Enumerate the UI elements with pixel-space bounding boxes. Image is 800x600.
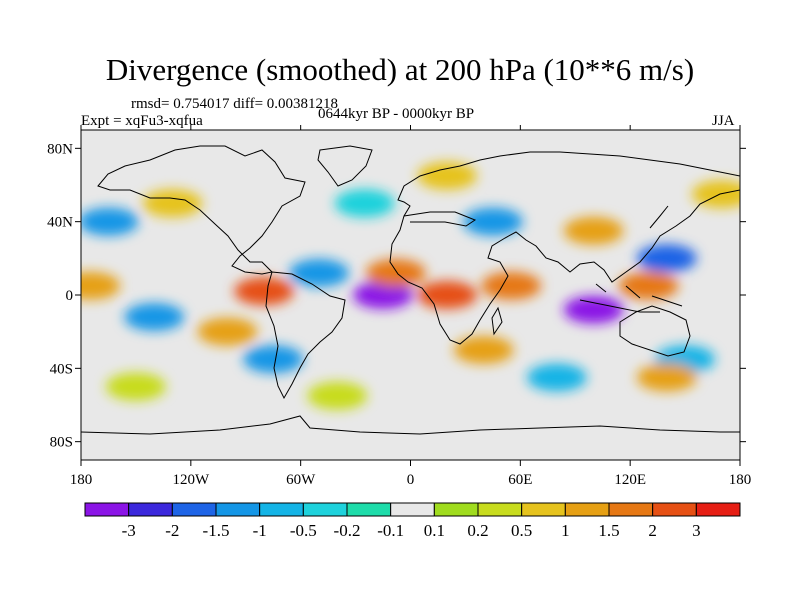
anomaly-feature-11 [234,277,295,306]
colorbar-label-1: -2 [165,521,179,540]
colorbar-swatch-7 [390,502,435,517]
colorbar-label-8: 0.2 [467,521,488,540]
lat-tick-label-4: 80S [50,435,73,451]
colorbar-swatch-11 [564,502,610,517]
colorbar-swatch-9 [477,502,523,517]
coastline-australia [619,305,691,357]
anomaly-feature-21 [563,216,624,245]
map-axes: 80N 40N 0 40S 80S 180 120W 60W 0 60E 120E 180 [47,125,751,488]
coastline-antarctica [81,415,740,435]
anomaly-feature-20 [142,189,203,218]
anomaly-feature-10 [334,189,395,218]
anomaly-feature-24 [105,372,166,401]
plot-title: Divergence (smoothed) at 200 hPa (10**6 … [105,52,695,87]
anomaly-feature-0 [353,281,413,309]
period-label: 0644kyr BP - 0000kyr BP [318,106,475,122]
colorbar-label-2: -1.5 [203,521,230,540]
anomaly-feature-9 [526,363,587,392]
coastline-japan [649,205,669,229]
lat-tick-label-2: 0 [66,288,74,304]
anomaly-feature-23 [307,381,368,410]
colorbar: -3 -2 -1.5 -1 -0.5 -0.2 -0.1 0.1 0.2 0.5 1 1.5 2 3 [84,502,741,540]
colorbar-swatch-2 [171,502,217,517]
coastline-eurasia-africa [389,151,740,345]
colorbar-label-3: -1 [253,521,267,540]
colorbar-swatch-0 [84,502,130,517]
lat-tick-label-3: 40S [50,361,73,377]
colorbar-label-6: -0.1 [377,521,404,540]
colorbar-label-0: -3 [122,521,136,540]
colorbar-swatch-1 [128,502,173,517]
anomaly-feature-13 [365,259,426,287]
colorbar-label-7: 0.1 [424,521,445,540]
lon-tick-label-3: 0 [407,472,415,488]
map-plot-area: 80N 40N 0 40S 80S 180 120W 60W 0 60E 120E 180 [47,125,751,488]
anomaly-feature-6 [124,303,185,331]
season-label: JJA [712,113,735,129]
lon-tick-label-4: 60E [508,472,532,488]
lon-tick-label-5: 120E [614,472,646,488]
coastlines [81,145,740,435]
coastline-north-america [97,145,306,275]
colorbar-label-4: -0.5 [290,521,317,540]
colorbar-swatch-14 [695,502,741,517]
anomaly-feature-16 [81,271,121,300]
colorbar-label-13: 3 [692,521,701,540]
anomaly-feature-1 [563,295,624,324]
colorbar-swatch-12 [608,502,654,517]
anomaly-feature-18 [453,336,514,364]
lon-tick-label-2: 60W [286,472,316,488]
coastline-madagascar [491,306,503,336]
colorbar-label-10: 1 [561,521,570,540]
colorbar-label-9: 0.5 [511,521,532,540]
colorbar-swatch-5 [302,502,348,517]
colorbar-label-12: 2 [648,521,657,540]
colorbar-swatch-6 [346,502,392,517]
colorbar-label-11: 1.5 [598,521,619,540]
lat-tick-label-0: 80N [47,141,73,157]
coastline-mediterranean [403,211,477,227]
stats-text: rmsd= 0.754017 diff= 0.00381218 [131,96,339,112]
coastline-south-america [265,271,346,400]
anomaly-feature-7 [243,345,304,374]
experiment-label: Expt = xqFu3-xqfua [81,113,203,129]
colorbar-swatch-10 [521,502,566,517]
anomaly-feature-22 [417,161,478,190]
colorbar-swatch-8 [433,502,479,517]
lat-tick-label-1: 40N [47,215,73,231]
anomaly-feature-4 [81,207,139,236]
colorbar-swatch-3 [215,502,261,517]
colorbar-label-5: -0.2 [334,521,361,540]
anomaly-feature-25 [691,180,740,209]
anomaly-feature-3 [462,207,523,236]
anomaly-feature-14 [481,271,542,300]
coastline-greenland [317,145,373,187]
anomaly-feature-19 [636,363,697,392]
coastline-maritime-continent [579,283,683,313]
anomaly-feature-12 [417,281,478,309]
anomaly-feature-2 [636,244,697,273]
anomaly-feature-5 [289,259,349,287]
lon-tick-label-1: 120W [172,472,210,488]
anomaly-feature-15 [618,271,679,300]
colorbar-swatch-4 [259,502,304,517]
lon-tick-label-0: 180 [70,472,93,488]
colorbar-swatch-13 [652,502,697,517]
anomaly-feature-17 [197,317,258,346]
lon-tick-label-6: 180 [729,472,752,488]
